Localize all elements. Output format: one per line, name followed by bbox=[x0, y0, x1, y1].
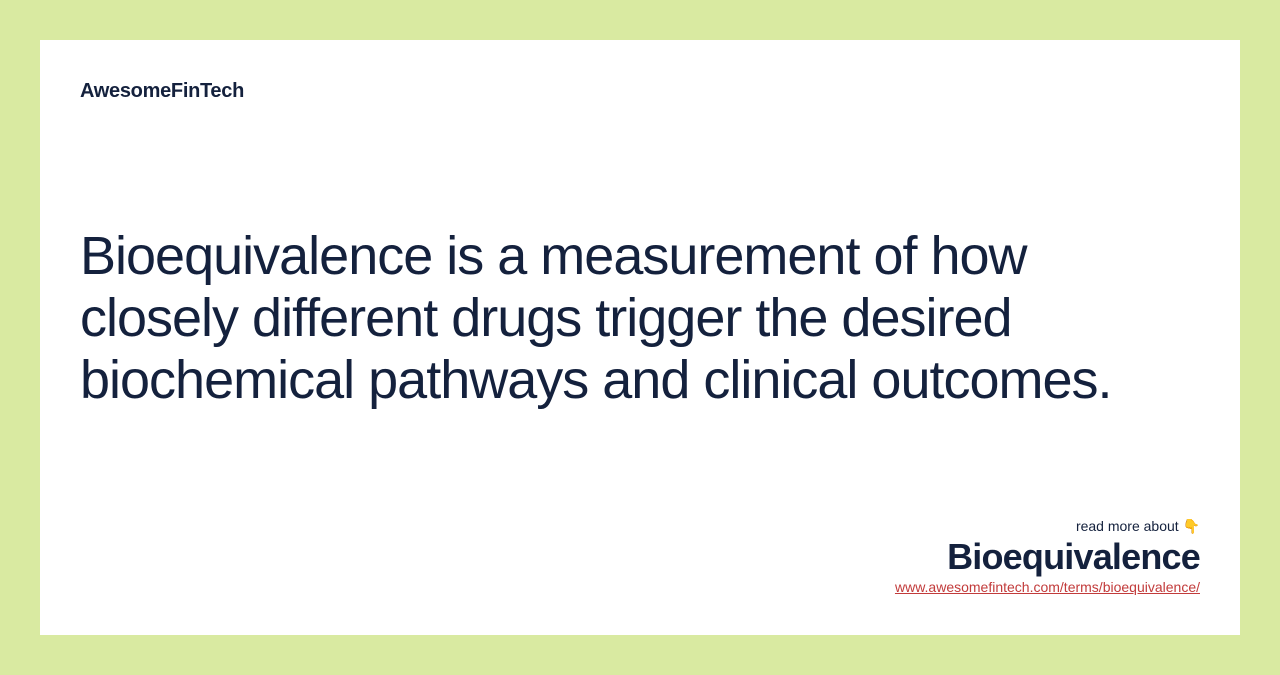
footer-section: read more about 👇 Bioequivalence www.awe… bbox=[80, 518, 1200, 595]
term-title: Bioequivalence bbox=[947, 537, 1200, 577]
brand-logo: AwesomeFinTech bbox=[80, 80, 1200, 103]
content-card: AwesomeFinTech Bioequivalence is a measu… bbox=[40, 40, 1240, 635]
term-link[interactable]: www.awesomefintech.com/terms/bioequivale… bbox=[895, 579, 1200, 595]
main-content: Bioequivalence is a measurement of how c… bbox=[80, 118, 1200, 518]
read-more-label: read more about 👇 bbox=[1076, 518, 1200, 535]
definition-text: Bioequivalence is a measurement of how c… bbox=[80, 225, 1180, 411]
